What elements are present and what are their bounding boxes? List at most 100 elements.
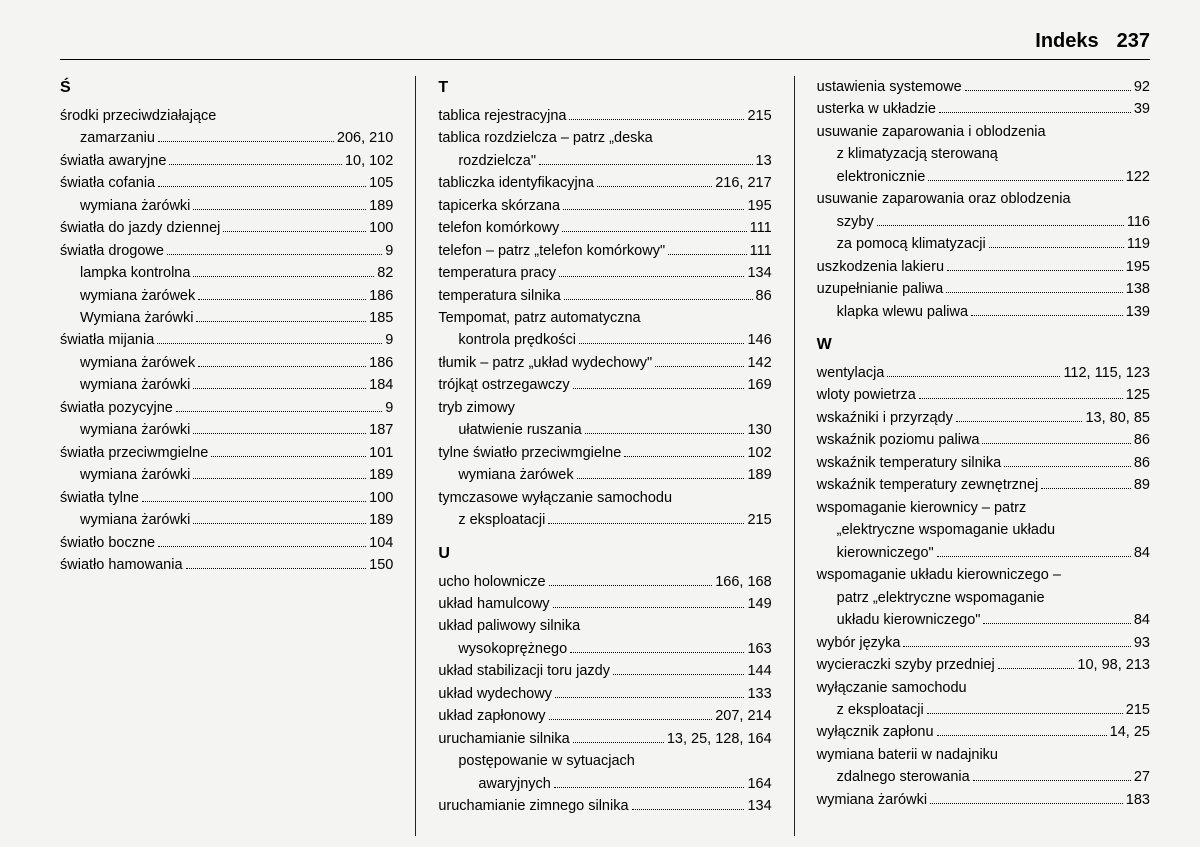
- index-entry-pages: 9: [385, 397, 393, 419]
- index-entry-text: uszkodzenia lakieru: [817, 256, 944, 278]
- leader-dots: [193, 376, 366, 389]
- index-entry: postępowanie w sytuacjach: [438, 750, 771, 772]
- index-entry-text: ustawienia systemowe: [817, 76, 962, 98]
- leader-dots: [169, 152, 342, 165]
- index-entry: układ wydechowy 133: [438, 683, 771, 705]
- header-title: Indeks: [1035, 30, 1098, 53]
- index-entry-pages: 189: [369, 195, 393, 217]
- index-col-3: ustawienia systemowe 92usterka w układzi…: [795, 76, 1150, 836]
- index-entry: wspomaganie kierownicy – patrz: [817, 497, 1150, 519]
- index-entry: telefon – patrz „telefon komórkowy" 111: [438, 240, 771, 262]
- index-entry-pages: 134: [747, 795, 771, 817]
- index-entry-text: światła drogowe: [60, 240, 164, 262]
- index-entry: wskaźniki i przyrządy 13, 80, 85: [817, 407, 1150, 429]
- index-columns: Śśrodki przeciwdziałającezamarzaniu 206,…: [60, 76, 1150, 836]
- index-entry-text: wymiana żarówek: [80, 352, 195, 374]
- index-entry: temperatura pracy 134: [438, 262, 771, 284]
- index-entry-text: usuwanie zaparowania oraz oblodzenia: [817, 188, 1150, 210]
- index-entry: trójkąt ostrzegawczy 169: [438, 374, 771, 396]
- leader-dots: [624, 444, 744, 457]
- index-entry-text: wymiana żarówki: [80, 419, 190, 441]
- index-entry-text: światła przeciwmgielne: [60, 442, 208, 464]
- index-entry: środki przeciwdziałające: [60, 105, 393, 127]
- index-entry: światło boczne 104: [60, 532, 393, 554]
- index-entry-text: wymiana żarówek: [80, 285, 195, 307]
- index-entry-pages: 195: [747, 195, 771, 217]
- index-entry: światła awaryjne 10, 102: [60, 150, 393, 172]
- index-col-2: Ttablica rejestracyjna 215tablica rozdzi…: [416, 76, 794, 836]
- leader-dots: [157, 331, 382, 344]
- leader-dots: [998, 656, 1075, 669]
- index-entry-text: wyłącznik zapłonu: [817, 721, 934, 743]
- leader-dots: [158, 534, 366, 547]
- leader-dots: [903, 634, 1130, 647]
- index-entry-text: zdalnego sterowania: [837, 766, 970, 788]
- index-entry: awaryjnych 164: [438, 773, 771, 795]
- index-entry-pages: 101: [369, 442, 393, 464]
- index-entry-text: wyłączanie samochodu: [817, 677, 1150, 699]
- leader-dots: [564, 287, 753, 300]
- index-entry-pages: 93: [1134, 632, 1150, 654]
- index-entry: z klimatyzacją sterowaną: [817, 143, 1150, 165]
- index-entry-pages: 187: [369, 419, 393, 441]
- leader-dots: [597, 174, 712, 187]
- index-entry: wybór języka 93: [817, 632, 1150, 654]
- index-entry: rozdzielcza" 13: [438, 150, 771, 172]
- index-entry: uszkodzenia lakieru 195: [817, 256, 1150, 278]
- index-entry-text: tablica rejestracyjna: [438, 105, 566, 127]
- leader-dots: [928, 168, 1122, 181]
- index-entry-pages: 100: [369, 487, 393, 509]
- index-entry: usuwanie zaparowania oraz oblodzenia: [817, 188, 1150, 210]
- index-entry-pages: 86: [1134, 452, 1150, 474]
- index-entry-text: telefon – patrz „telefon komórkowy": [438, 240, 665, 262]
- index-entry: wymiana baterii w nadajniku: [817, 744, 1150, 766]
- leader-dots: [965, 78, 1131, 91]
- index-entry-text: z eksploatacji: [458, 509, 545, 531]
- index-entry: wentylacja 112, 115, 123: [817, 362, 1150, 384]
- index-entry: tapicerka skórzana 195: [438, 195, 771, 217]
- index-entry: patrz „elektryczne wspomaganie: [817, 587, 1150, 609]
- index-entry-pages: 27: [1134, 766, 1150, 788]
- index-entry-pages: 207, 214: [715, 705, 771, 727]
- index-entry-pages: 146: [747, 329, 771, 351]
- index-entry: kierowniczego" 84: [817, 542, 1150, 564]
- leader-dots: [947, 258, 1123, 271]
- index-entry-text: ułatwienie ruszania: [458, 419, 581, 441]
- index-entry: tryb zimowy: [438, 397, 771, 419]
- index-letter: U: [438, 542, 771, 567]
- index-entry: układu kierowniczego" 84: [817, 609, 1150, 631]
- index-entry-text: wycieraczki szyby przedniej: [817, 654, 995, 676]
- index-entry: zdalnego sterowania 27: [817, 766, 1150, 788]
- index-entry-text: wymiana żarówki: [80, 195, 190, 217]
- leader-dots: [927, 701, 1123, 714]
- page-header: Indeks 237: [60, 30, 1150, 60]
- index-entry: wymiana żarówek 189: [438, 464, 771, 486]
- index-entry-text: układu kierowniczego": [837, 609, 981, 631]
- index-entry: telefon komórkowy 111: [438, 217, 771, 239]
- index-entry-text: wysokoprężnego: [458, 638, 567, 660]
- leader-dots: [193, 511, 366, 524]
- index-entry: uzupełnianie paliwa 138: [817, 278, 1150, 300]
- index-entry-text: wymiana żarówki: [80, 374, 190, 396]
- leader-dots: [973, 768, 1131, 781]
- leader-dots: [559, 264, 744, 277]
- index-entry: tabliczka identyfikacyjna 216, 217: [438, 172, 771, 194]
- index-entry-pages: 119: [1127, 233, 1150, 255]
- index-entry-text: elektronicznie: [837, 166, 926, 188]
- index-entry-text: usuwanie zaparowania i oblodzenia: [817, 121, 1150, 143]
- index-entry-pages: 10, 102: [345, 150, 393, 172]
- index-entry-text: postępowanie w sytuacjach: [458, 750, 771, 772]
- leader-dots: [563, 197, 744, 210]
- index-entry: wskaźnik poziomu paliwa 86: [817, 429, 1150, 451]
- index-entry-pages: 122: [1126, 166, 1150, 188]
- index-entry: tymczasowe wyłączanie samochodu: [438, 487, 771, 509]
- index-entry-pages: 125: [1126, 384, 1150, 406]
- index-entry-pages: 149: [747, 593, 771, 615]
- index-entry-text: trójkąt ostrzegawczy: [438, 374, 569, 396]
- leader-dots: [930, 791, 1123, 804]
- leader-dots: [198, 354, 366, 367]
- index-entry: wskaźnik temperatury zewnętrznej 89: [817, 474, 1150, 496]
- index-entry-pages: 9: [385, 329, 393, 351]
- leader-dots: [956, 409, 1083, 422]
- index-entry-text: wybór języka: [817, 632, 901, 654]
